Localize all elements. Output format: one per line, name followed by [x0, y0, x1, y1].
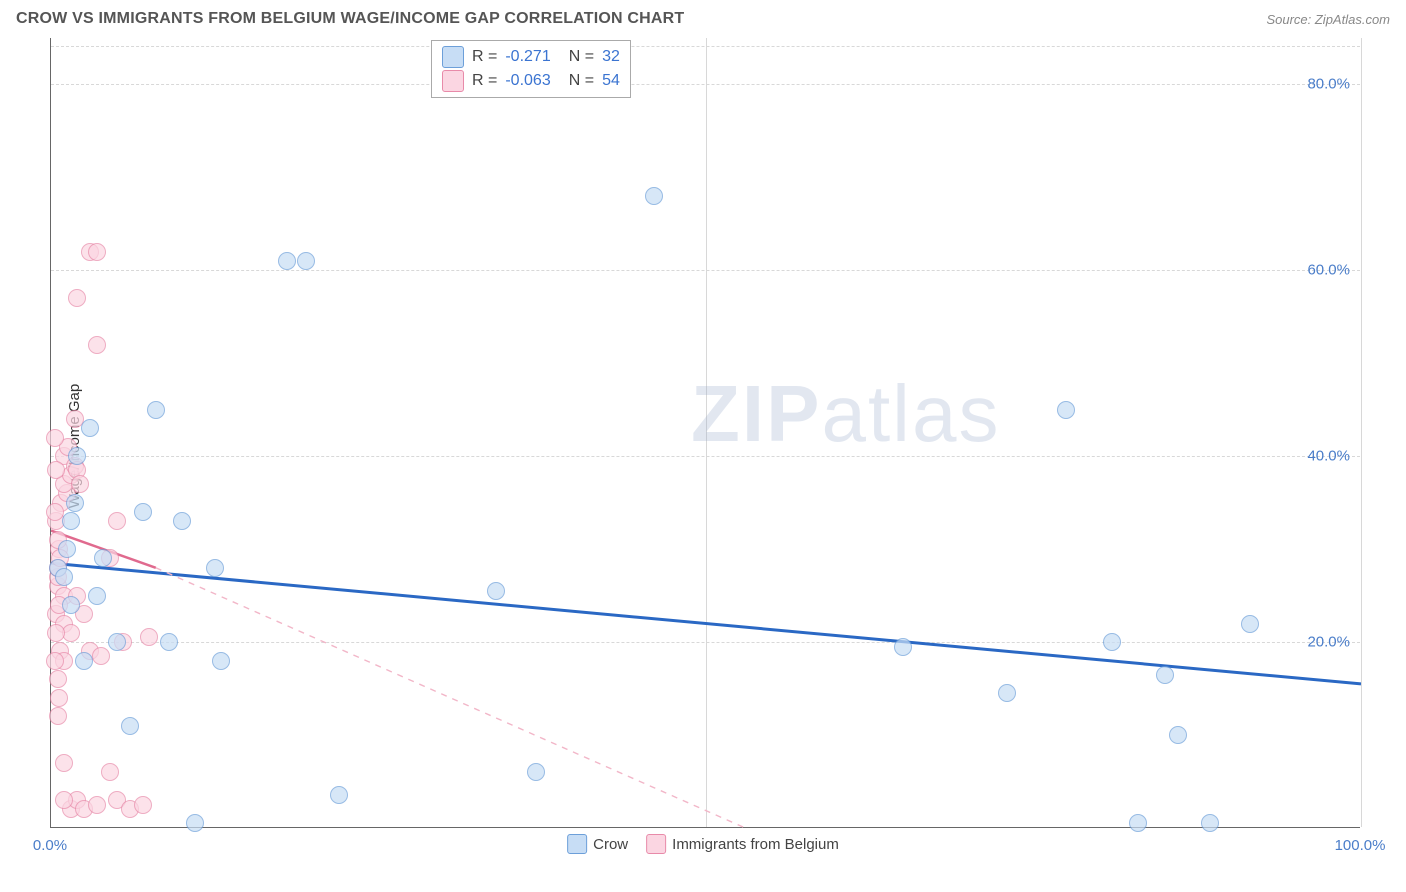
stat-r-value: -0.271 — [505, 45, 550, 69]
data-point — [49, 670, 67, 688]
data-point — [101, 763, 119, 781]
data-point — [47, 461, 65, 479]
data-point — [645, 187, 663, 205]
y-tick-label: 60.0% — [1307, 262, 1350, 279]
data-point — [88, 796, 106, 814]
watermark: ZIPatlas — [691, 368, 1000, 460]
data-point — [55, 568, 73, 586]
data-point — [1241, 615, 1259, 633]
stat-r-label: R = — [472, 45, 497, 69]
chart-title: CROW VS IMMIGRANTS FROM BELGIUM WAGE/INC… — [16, 10, 684, 28]
data-point — [134, 503, 152, 521]
y-tick-label: 80.0% — [1307, 76, 1350, 93]
data-point — [121, 717, 139, 735]
correlation-row: R = -0.063 N = 54 — [442, 69, 620, 93]
data-point — [1057, 401, 1075, 419]
data-point — [206, 559, 224, 577]
data-point — [58, 540, 76, 558]
series-swatch — [442, 46, 464, 68]
scatter-chart: 20.0% 40.0% 60.0% 80.0% ZIPatlas R = -0.271 N … — [50, 38, 1360, 828]
stat-r-value: -0.063 — [505, 69, 550, 93]
data-point — [50, 689, 68, 707]
series-swatch — [442, 70, 464, 92]
y-tick-label: 40.0% — [1307, 448, 1350, 465]
data-point — [160, 633, 178, 651]
legend-label: Immigrants from Belgium — [672, 836, 839, 853]
data-point — [134, 796, 152, 814]
data-point — [894, 638, 912, 656]
y-tick-label: 20.0% — [1307, 634, 1350, 651]
stat-n-value: 54 — [602, 69, 620, 93]
data-point — [88, 587, 106, 605]
data-point — [47, 624, 65, 642]
data-point — [62, 596, 80, 614]
data-point — [88, 336, 106, 354]
data-point — [212, 652, 230, 670]
data-point — [94, 549, 112, 567]
stat-n-label: N = — [569, 69, 594, 93]
x-tick-label: 100.0% — [1335, 837, 1386, 854]
data-point — [88, 243, 106, 261]
legend-label: Crow — [593, 836, 628, 853]
data-point — [278, 252, 296, 270]
chart-source: Source: ZipAtlas.com — [1266, 12, 1390, 27]
data-point — [46, 429, 64, 447]
data-point — [62, 512, 80, 530]
stat-n-label: N = — [569, 45, 594, 69]
data-point — [81, 419, 99, 437]
data-point — [1201, 814, 1219, 832]
legend: Crow Immigrants from Belgium — [567, 834, 839, 854]
gridline-v — [706, 38, 707, 827]
stat-r-label: R = — [472, 69, 497, 93]
data-point — [108, 512, 126, 530]
data-point — [49, 707, 67, 725]
gridline-v — [1361, 38, 1362, 827]
correlation-row: R = -0.271 N = 32 — [442, 45, 620, 69]
data-point — [55, 791, 73, 809]
data-point — [1129, 814, 1147, 832]
data-point — [527, 763, 545, 781]
data-point — [108, 633, 126, 651]
correlation-stats-box: R = -0.271 N = 32 R = -0.063 N = 54 — [431, 40, 631, 98]
x-tick-label: 0.0% — [33, 837, 67, 854]
data-point — [1169, 726, 1187, 744]
data-point — [487, 582, 505, 600]
data-point — [66, 494, 84, 512]
legend-swatch — [646, 834, 666, 854]
data-point — [75, 652, 93, 670]
data-point — [998, 684, 1016, 702]
data-point — [68, 289, 86, 307]
trend-dashed — [156, 568, 746, 828]
data-point — [68, 447, 86, 465]
legend-item: Crow — [567, 834, 628, 854]
data-point — [186, 814, 204, 832]
data-point — [330, 786, 348, 804]
data-point — [71, 475, 89, 493]
data-point — [297, 252, 315, 270]
data-point — [55, 754, 73, 772]
data-point — [46, 652, 64, 670]
data-point — [173, 512, 191, 530]
legend-swatch — [567, 834, 587, 854]
chart-header: CROW VS IMMIGRANTS FROM BELGIUM WAGE/INC… — [0, 0, 1406, 38]
data-point — [92, 647, 110, 665]
data-point — [147, 401, 165, 419]
data-point — [140, 628, 158, 646]
data-point — [1156, 666, 1174, 684]
legend-item: Immigrants from Belgium — [646, 834, 839, 854]
stat-n-value: 32 — [602, 45, 620, 69]
data-point — [1103, 633, 1121, 651]
